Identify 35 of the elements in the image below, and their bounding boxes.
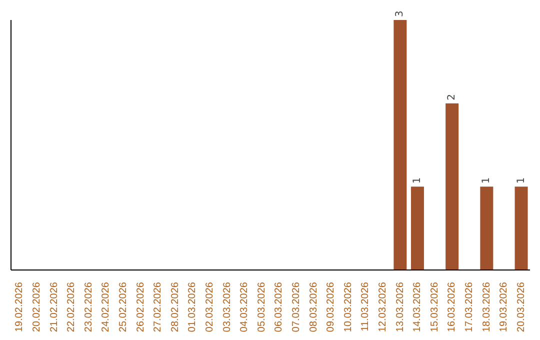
x-tick-label: 10.03.2026 (342, 282, 354, 332)
x-tick-label: 11.03.2026 (360, 282, 372, 332)
x-tick-label: 15.03.2026 (429, 282, 440, 332)
data-label: 2 (446, 94, 458, 100)
x-tick-label: 14.03.2026 (412, 282, 424, 332)
x-tick-label: 08.03.2026 (308, 282, 320, 332)
x-tick-label: 26.02.2026 (135, 282, 146, 332)
x-tick-label: 28.02.2026 (170, 282, 181, 332)
x-tick-label: 19.02.2026 (14, 282, 26, 332)
data-label: 3 (394, 10, 406, 17)
x-tick-label: 01.03.2026 (187, 282, 198, 332)
x-tick-label: 27.02.2026 (152, 282, 164, 332)
x-tick-label: 09.03.2026 (326, 282, 337, 332)
x-tick-label: 13.03.2026 (394, 282, 406, 332)
x-tick-label: 17.03.2026 (464, 282, 475, 332)
x-tick-label: 19.03.2026 (498, 282, 510, 332)
x-tick-label: 12.03.2026 (377, 282, 388, 332)
x-tick-label: 02.03.2026 (204, 282, 216, 332)
x-tick-label: 07.03.2026 (290, 282, 302, 332)
x-tick-label: 23.02.2026 (83, 282, 94, 332)
x-tick-label: 03.03.2026 (222, 282, 233, 332)
x-tick-label: 21.02.2026 (48, 282, 60, 332)
data-label: 1 (481, 177, 492, 184)
x-tick-label: 06.03.2026 (274, 282, 285, 332)
x-tick-label: 20.03.2026 (516, 282, 527, 332)
x-tick-label: 22.02.2026 (66, 282, 78, 332)
x-tick-label: 25.02.2026 (118, 282, 129, 332)
x-tick-label: 16.03.2026 (446, 282, 458, 332)
data-label: 1 (516, 177, 527, 184)
x-tick-label: 04.03.2026 (239, 282, 250, 332)
x-tick-label: 05.03.2026 (256, 282, 268, 332)
x-tick-label: 24.02.2026 (100, 282, 112, 332)
data-label: 1 (412, 177, 423, 184)
x-tick-label: 18.03.2026 (481, 282, 492, 332)
x-tick-label: 20.02.2026 (31, 282, 42, 332)
